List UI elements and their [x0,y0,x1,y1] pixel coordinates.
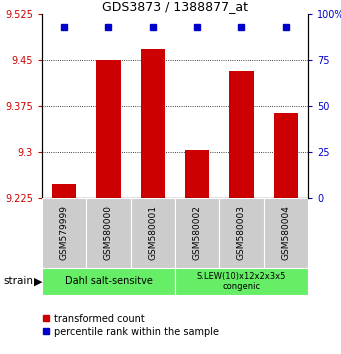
Bar [264,198,308,268]
Text: ▶: ▶ [34,276,43,286]
Text: GSM580003: GSM580003 [237,206,246,261]
Text: GSM580004: GSM580004 [281,206,290,261]
Bar [140,49,165,198]
Bar [229,71,254,198]
Text: strain: strain [3,276,33,286]
Bar [86,198,131,268]
Bar [185,150,209,198]
Text: GSM580001: GSM580001 [148,206,157,261]
Bar [219,198,264,268]
Bar [42,198,86,268]
Bar [175,268,308,295]
Text: GSM580000: GSM580000 [104,206,113,261]
Bar [42,268,175,295]
Text: Dahl salt-sensitve: Dahl salt-sensitve [64,276,152,286]
Text: GSM579999: GSM579999 [60,206,69,261]
Bar [131,198,175,268]
Bar [52,184,76,198]
Bar [96,60,121,198]
Legend: transformed count, percentile rank within the sample: transformed count, percentile rank withi… [39,310,222,341]
Title: GDS3873 / 1388877_at: GDS3873 / 1388877_at [102,0,248,13]
Bar [175,198,219,268]
Bar [273,113,298,198]
Text: GSM580002: GSM580002 [193,206,202,261]
Text: S.LEW(10)x12x2x3x5
congenic: S.LEW(10)x12x2x3x5 congenic [197,272,286,291]
